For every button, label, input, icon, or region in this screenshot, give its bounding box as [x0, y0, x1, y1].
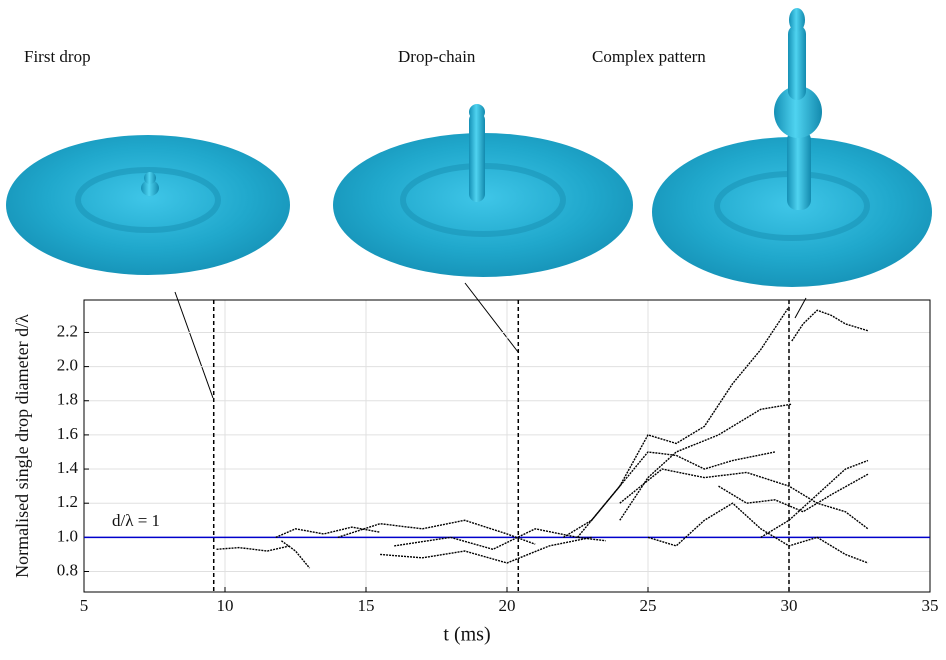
surface-drop-chain — [333, 104, 633, 277]
annotation: d/λ = 1 — [112, 511, 160, 530]
panel-label: Complex pattern — [592, 47, 706, 66]
panel-label: First drop — [24, 47, 91, 66]
x-tick-label: 20 — [499, 596, 516, 615]
y-tick-label: 1.8 — [57, 390, 78, 409]
y-tick-label: 1.0 — [57, 526, 78, 545]
x-tick-label: 10 — [217, 596, 234, 615]
leader-line — [794, 297, 807, 319]
data-line — [718, 473, 869, 513]
x-tick-label: 25 — [640, 596, 657, 615]
leader-line — [464, 282, 519, 353]
y-tick-label: 2.0 — [57, 356, 78, 375]
data-line — [275, 526, 381, 538]
axes-frame — [83, 299, 931, 593]
data-line — [216, 545, 291, 552]
plot-area: 5 10 15 20 25 30 35 0.8 1.0 1.2 1.4 1.6 1.8 2.0 2.2 — [57, 299, 939, 615]
y-tick-label: 1.4 — [57, 458, 79, 477]
panel-label: Drop-chain — [398, 47, 476, 66]
data-line — [394, 528, 606, 551]
data-line — [791, 309, 869, 342]
data-line — [380, 536, 592, 564]
data-line — [280, 540, 311, 569]
data-line — [337, 519, 536, 545]
x-tick-label: 35 — [922, 596, 939, 615]
y-tick-label: 1.6 — [57, 424, 78, 443]
data-line — [619, 403, 792, 521]
y-tick-label: 2.2 — [57, 321, 78, 340]
y-tick-label: 0.8 — [57, 560, 78, 579]
x-tick-label: 15 — [358, 596, 375, 615]
surface-complex-pattern — [652, 8, 932, 287]
data-line — [576, 306, 790, 538]
x-tick-label: 30 — [781, 596, 798, 615]
surface-first-drop — [6, 135, 290, 275]
leader-line — [174, 291, 214, 399]
data-line — [563, 451, 776, 538]
data-line — [760, 459, 869, 538]
x-tick-label: 5 — [80, 596, 89, 615]
y-tick-label: 1.2 — [57, 492, 78, 511]
x-axis-label: t (ms) — [443, 624, 490, 646]
data-line — [647, 502, 869, 564]
y-axis-label: Normalised single drop diameter d/λ — [12, 314, 32, 578]
data-line — [619, 468, 869, 530]
